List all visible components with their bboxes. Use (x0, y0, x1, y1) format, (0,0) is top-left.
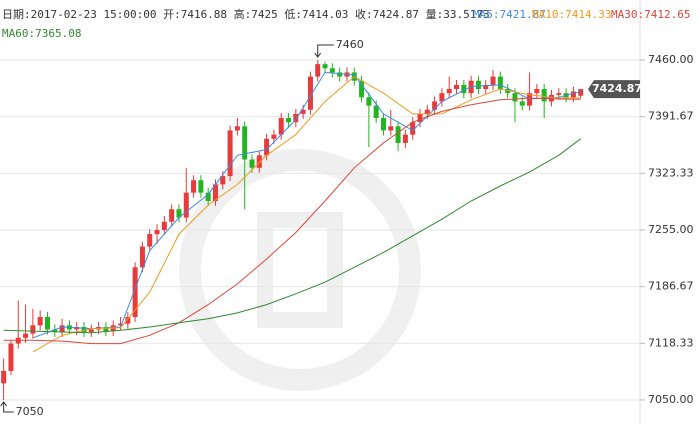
candle-body (380, 118, 386, 131)
annotation-arrow (0, 401, 14, 413)
candle-body (490, 76, 496, 85)
candle-body (125, 317, 131, 324)
candle-body (570, 91, 576, 98)
candle-body (23, 333, 29, 338)
candle-body (169, 209, 175, 222)
annotation-label: 7460 (336, 38, 364, 51)
candle-body (300, 109, 306, 114)
candle-body (212, 184, 218, 201)
ma-line (32, 71, 581, 339)
candle-body (205, 192, 211, 201)
legend-entry: MA5:7421.87 (473, 8, 546, 21)
candle-body (227, 130, 233, 177)
candle-body (366, 97, 372, 106)
candle-body (242, 126, 248, 160)
candle-body (424, 109, 430, 114)
candle-body (161, 221, 167, 230)
ma-line (3, 138, 582, 334)
candle-body (249, 159, 255, 168)
annotation-arrow (314, 44, 334, 58)
candle-body (556, 93, 562, 95)
candle-body (337, 72, 343, 77)
candle-body (256, 155, 262, 168)
candle-body (512, 93, 518, 102)
candle-body (578, 89, 584, 96)
candle-body (483, 84, 489, 90)
candle-body (315, 64, 321, 77)
candle-body (541, 89, 547, 102)
candle-body (1, 370, 7, 384)
y-tick-label: 7460.00 (648, 53, 694, 66)
y-tick-label: 7323.33 (648, 166, 694, 179)
y-tick-label: 7186.67 (648, 280, 694, 293)
candle-body (497, 76, 503, 90)
candle-body (293, 113, 299, 123)
y-tick-label: 7391.67 (648, 110, 694, 123)
candle-body (395, 126, 401, 143)
candle-body (402, 134, 408, 143)
candle-body (271, 134, 277, 139)
candle-body (278, 118, 284, 135)
y-tick-label: 7050.00 (648, 393, 694, 406)
candle-body (59, 325, 65, 332)
candle-body (103, 326, 109, 332)
annotation-label: 7050 (16, 405, 44, 418)
candle-body (461, 84, 467, 94)
candle-body (388, 126, 394, 131)
candle-body (88, 329, 94, 332)
price-tag (588, 80, 640, 99)
candle-body (183, 192, 189, 218)
candle-body (359, 80, 365, 98)
y-tick-label: 7118.33 (648, 336, 694, 349)
legend-entry: MA10:7414.33 (532, 8, 611, 21)
candle-body (37, 317, 43, 326)
header-info: 日期:2017-02-23 15:00:00 开:7416.88 高:7425 … (2, 7, 490, 21)
candle-body (154, 229, 160, 235)
candle-body (410, 122, 416, 135)
legend-entry: MA30:7412.65 (611, 8, 690, 21)
candle-body (439, 93, 445, 102)
candle-body (30, 325, 36, 334)
candle-body (307, 76, 313, 110)
candle-body (139, 246, 145, 268)
ma-line (3, 97, 581, 345)
candle-body (176, 209, 182, 218)
candle-body (44, 317, 50, 330)
candle-body (81, 326, 87, 332)
candle-body (519, 101, 525, 106)
candle-body (191, 180, 197, 193)
candle-body (132, 267, 138, 318)
legend-entry: MA60:7365.08 (2, 27, 81, 40)
watermark (179, 149, 421, 391)
candle-body (534, 89, 540, 94)
candle-body (417, 113, 423, 123)
candle-body (220, 176, 226, 185)
candle-body (454, 84, 460, 90)
ma-line (32, 75, 581, 353)
y-tick-label: 7255.00 (648, 223, 694, 236)
candle-body (475, 80, 481, 90)
candle-body (432, 101, 438, 110)
candle-body (446, 89, 452, 94)
candle-body (8, 343, 14, 371)
candle-body (118, 323, 124, 326)
candle-body (198, 180, 204, 193)
candle-body (286, 118, 292, 123)
candle-body (373, 105, 379, 119)
candle-body (505, 89, 511, 94)
candle-body (52, 329, 58, 332)
price-tag-label: 7424.87 (592, 82, 642, 95)
candle-body (234, 126, 240, 131)
candle-body (322, 64, 328, 69)
candle-body (329, 68, 335, 73)
candle-body (264, 138, 270, 156)
candle-body (147, 234, 153, 247)
